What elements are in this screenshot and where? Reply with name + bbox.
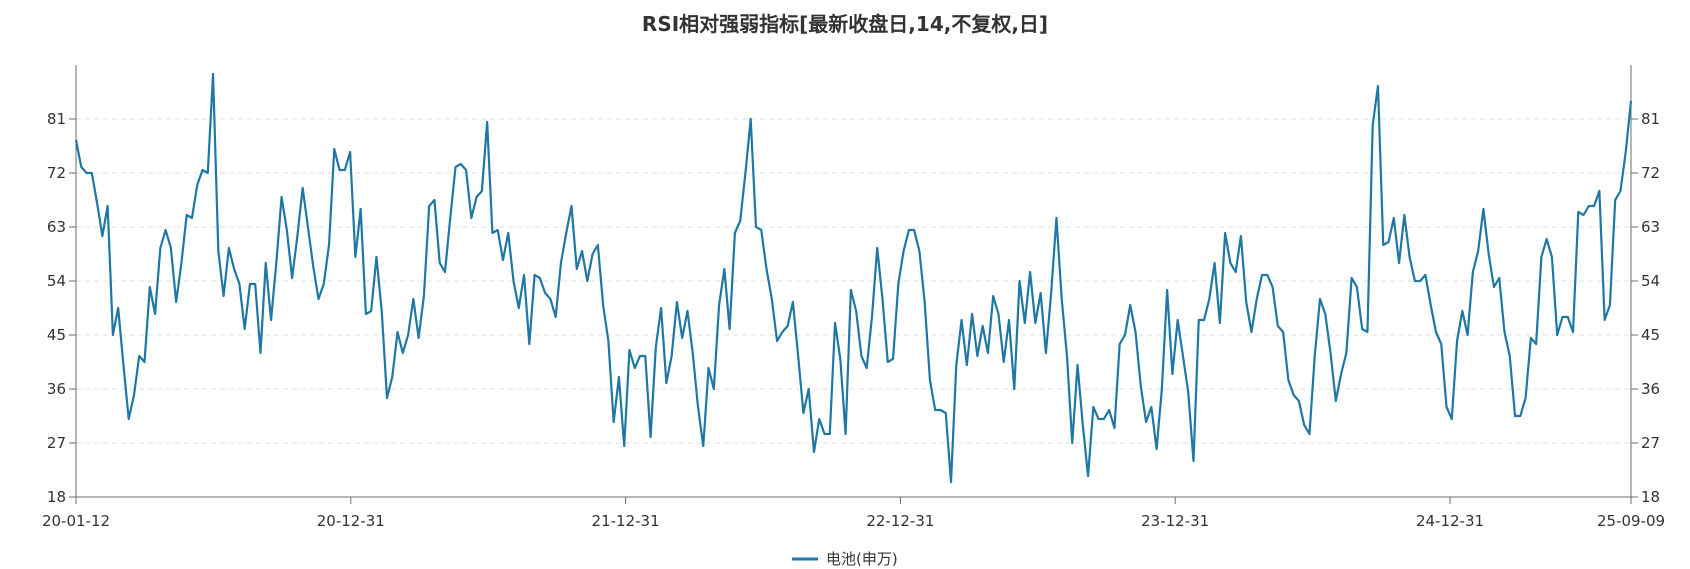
x-tick-label: 23-12-31 [1141,512,1209,530]
y-tick-label-left: 81 [47,110,66,128]
x-tick-label: 20-01-12 [42,512,110,530]
series-lines [74,72,1633,484]
x-tick-label: 20-12-31 [317,512,385,530]
y-tick-label-right: 36 [1641,380,1660,398]
x-tick-label: 24-12-31 [1416,512,1484,530]
x-tick-labels: 20-01-12 20-12-31 21-12-31 22-12-31 23-12-31… [42,497,1665,530]
chart-title: RSI相对强弱指标[最新收盘日,14,不复权,日] [641,12,1049,36]
legend-label: 电池(申万) [826,550,898,568]
y-tick-label-left: 27 [47,434,66,452]
y-tick-label-right: 54 [1641,272,1660,290]
y-tick-label-left: 54 [47,272,66,290]
y-tick-label-left: 45 [47,326,66,344]
y-tick-label-left: 63 [47,218,66,236]
x-tick-label: 25-09-09 [1597,512,1665,530]
y-tick-label-left: 72 [47,164,66,182]
y-tick-label-left: 36 [47,380,66,398]
y-tick-label-right: 18 [1641,488,1660,506]
grid-lines [76,118,1631,444]
series-line [74,72,1633,484]
x-tick-label: 21-12-31 [592,512,660,530]
y-tick-label-right: 72 [1641,164,1660,182]
y-tick-label-right: 81 [1641,110,1660,128]
legend[interactable]: 电池(申万) [792,550,898,568]
y-tick-label-right: 45 [1641,326,1660,344]
x-tick-label: 22-12-31 [866,512,934,530]
y-tick-labels: 18 18 27 27 36 36 45 45 54 54 63 63 72 72 81 81 [47,110,1660,506]
y-tick-label-right: 63 [1641,218,1660,236]
y-tick-label-right: 27 [1641,434,1660,452]
y-tick-label-left: 18 [47,488,66,506]
